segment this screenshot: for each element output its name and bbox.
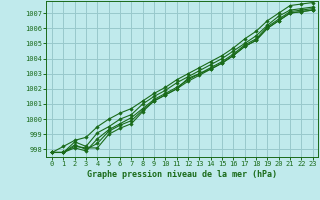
- X-axis label: Graphe pression niveau de la mer (hPa): Graphe pression niveau de la mer (hPa): [87, 170, 277, 179]
